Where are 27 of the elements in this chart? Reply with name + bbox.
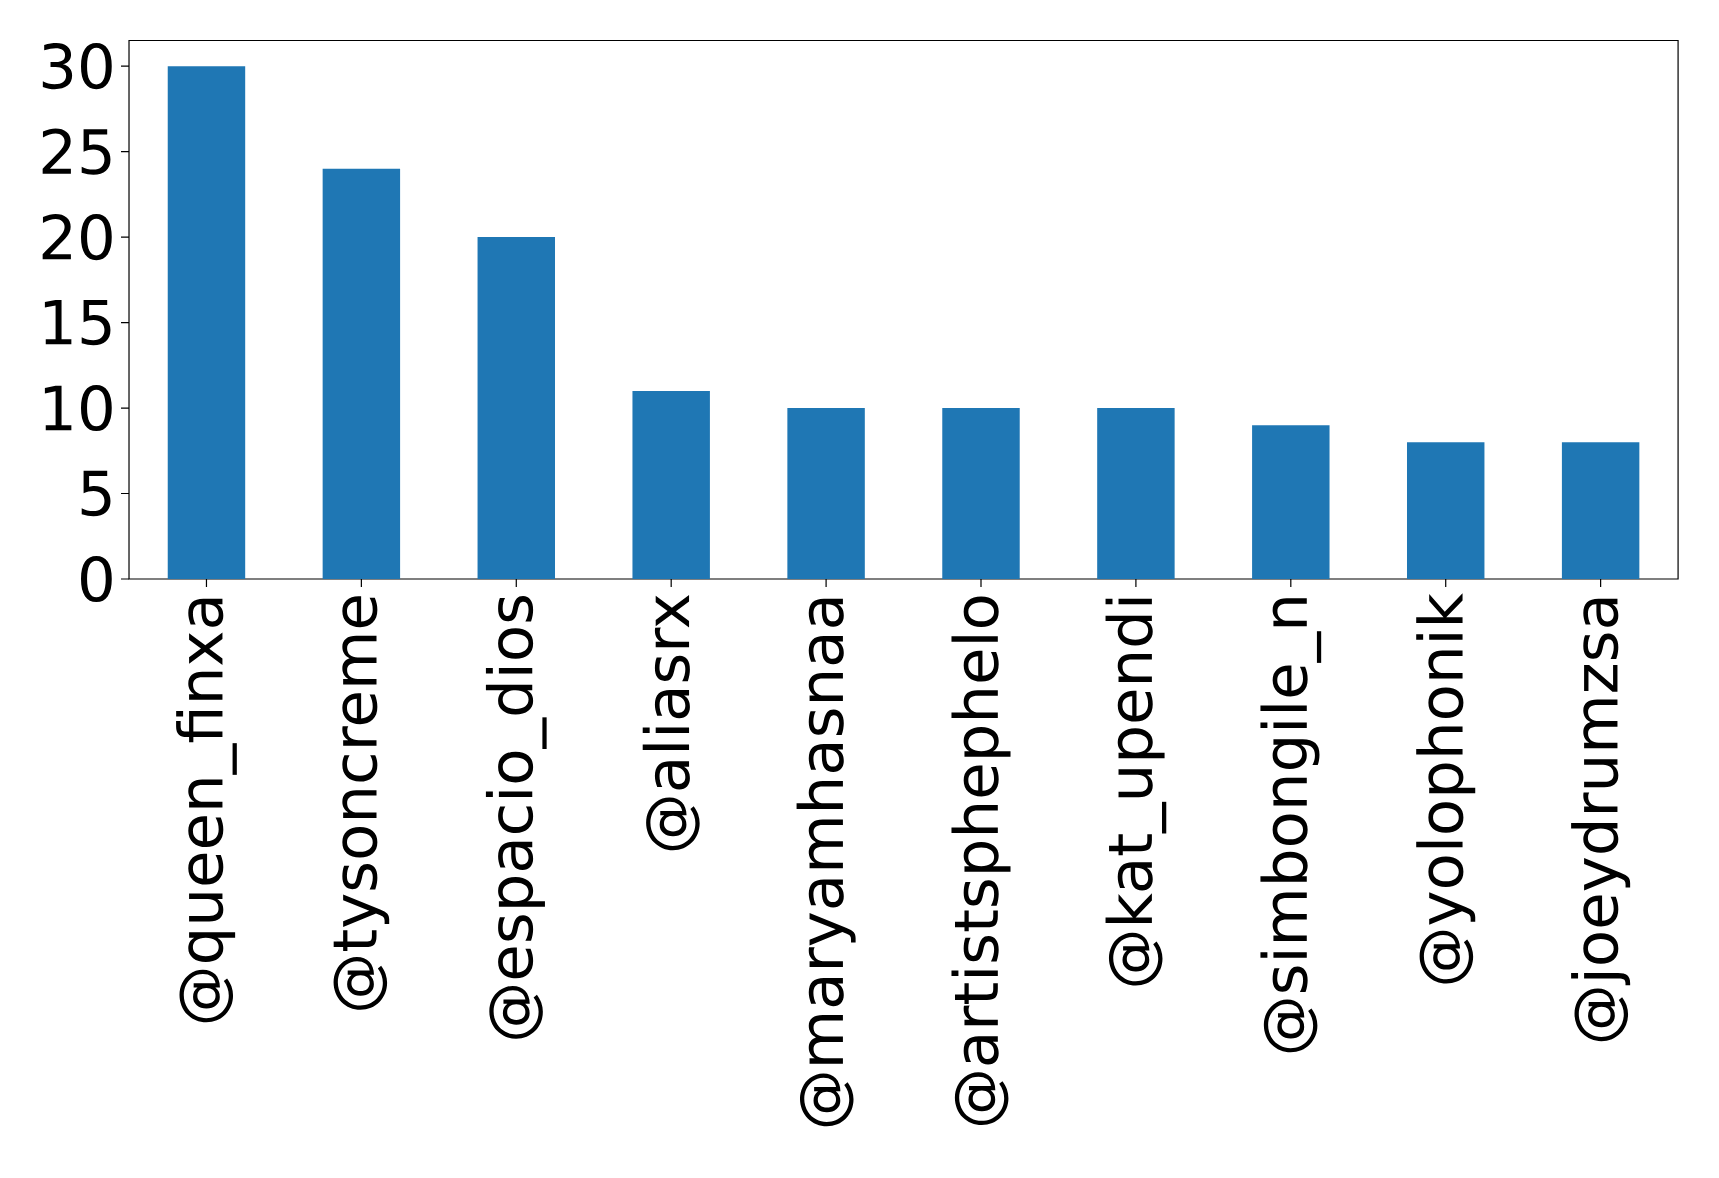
bar [1406, 442, 1485, 579]
x-tick-label: @espacio_dios [485, 596, 547, 1039]
x-tick-label: @yolophonik [1416, 593, 1476, 984]
bar [632, 390, 710, 579]
bar [1561, 442, 1640, 579]
bar [167, 66, 246, 579]
bar [942, 408, 1020, 579]
bar [787, 408, 865, 579]
y-tick-label: 5 [81, 470, 111, 517]
x-tick-label: @kat_upendi [1105, 598, 1167, 986]
y-tick-label: 25 [42, 128, 111, 175]
y-tick-label: 15 [44, 299, 111, 346]
x-tick-label: @joeydrumzsa [1571, 598, 1631, 1042]
x-tick-label: @queen_finxa [176, 598, 237, 1023]
x-tick-label: @simbongile_n [1260, 598, 1322, 1053]
x-tick-label: @artistsphephelo [951, 596, 1011, 1126]
bar [322, 168, 401, 579]
y-tick-label: 30 [42, 43, 112, 90]
x-tick-label: @aliasrx [642, 595, 700, 851]
bar [1252, 425, 1330, 579]
x-tick-label: @tysoncreme [333, 596, 390, 1010]
y-tick-label: 10 [44, 384, 112, 432]
bar [477, 237, 556, 579]
bar [1097, 408, 1175, 579]
y-tick-label: 0 [81, 555, 112, 603]
y-tick-label: 20 [42, 214, 112, 261]
x-tick-label: @maryamhasnaa [796, 598, 856, 1127]
